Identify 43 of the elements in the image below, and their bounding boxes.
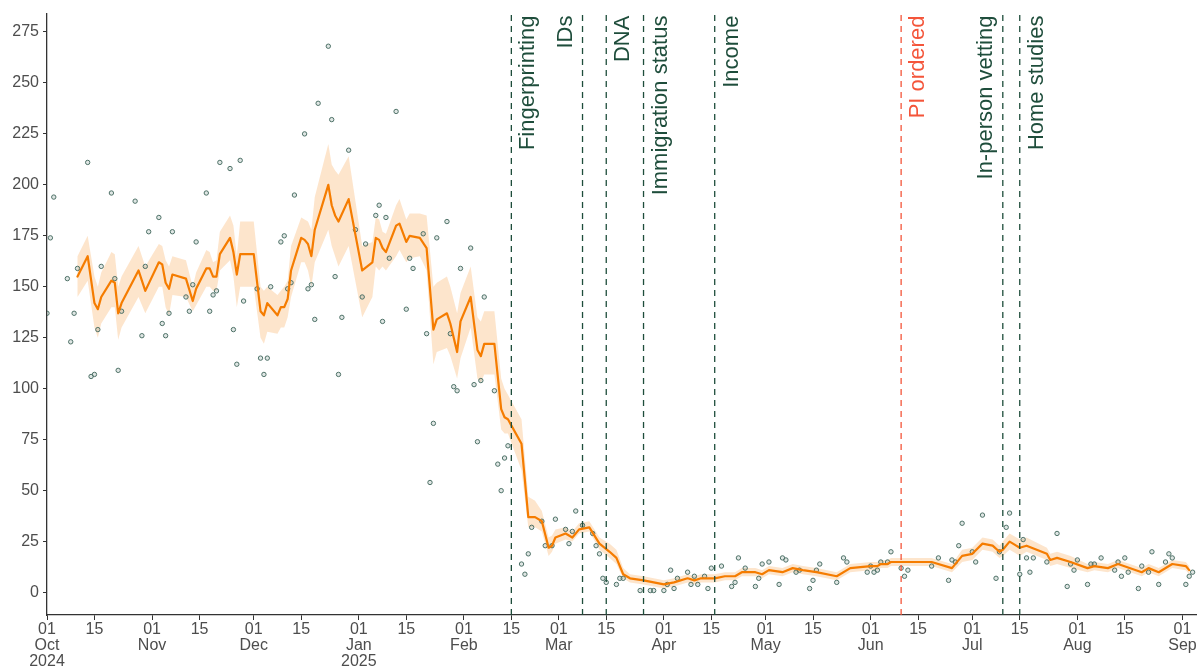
x-tick-label: 15 [1010,620,1029,638]
y-tick-label: 150 [12,277,40,295]
x-tick-label: 15 [190,620,209,638]
ref-line-label: DNA [609,15,635,63]
x-tick-label: 01 May [750,620,781,654]
x-tick-label: 15 [804,620,822,638]
x-tick-label: 15 [292,620,311,638]
x-tick-label: 15 [85,620,104,638]
y-tick-label: 100 [12,379,40,397]
x-tick-label: 01 Sep [1168,620,1197,654]
x-tick-label: 15 [909,620,928,638]
ref-line-label: PI ordered [904,15,930,119]
x-tick-label: 01 Aug [1063,620,1092,654]
x-tick-label: 01 Jun [857,620,884,654]
x-tick-label: 15 [502,620,521,638]
y-tick-label: 225 [12,124,40,142]
x-tick-label: 01 Apr [651,620,677,654]
x-tick-label: 01 Mar [545,620,574,654]
y-tick-label: 75 [21,430,40,448]
y-tick-label: 275 [12,22,40,40]
x-tick-label: 01 Jul [962,620,983,654]
x-tick-label: 01 Feb [450,620,478,654]
x-tick-label: 01 Oct 2024 [29,620,65,669]
x-tick-label: 15 [1115,620,1134,638]
x-tick-label: 15 [597,620,616,638]
ref-line-label: Home studies [1022,15,1048,151]
x-tick-label: 15 [397,620,416,638]
x-tick-label: 01 Jan 2025 [341,620,377,669]
x-tick-label: 01 Dec [239,620,268,654]
ref-line-label: Fingerprinting [514,15,540,151]
x-tick-label: 01 Nov [137,620,167,654]
y-tick-label: 125 [12,328,40,346]
ref-line-label: In-person vetting [971,15,997,180]
ref-line-label: Immigration status [646,15,672,196]
y-tick-label: 200 [12,175,40,193]
y-tick-label: 0 [30,582,40,600]
y-tick-label: 250 [12,73,40,91]
ref-line-label: Income [717,15,743,88]
ref-line-label: IDs [551,15,577,49]
y-tick-label: 50 [21,481,40,499]
y-tick-label: 175 [12,226,40,244]
y-tick-label: 25 [21,532,40,550]
x-tick-label: 15 [702,620,721,638]
